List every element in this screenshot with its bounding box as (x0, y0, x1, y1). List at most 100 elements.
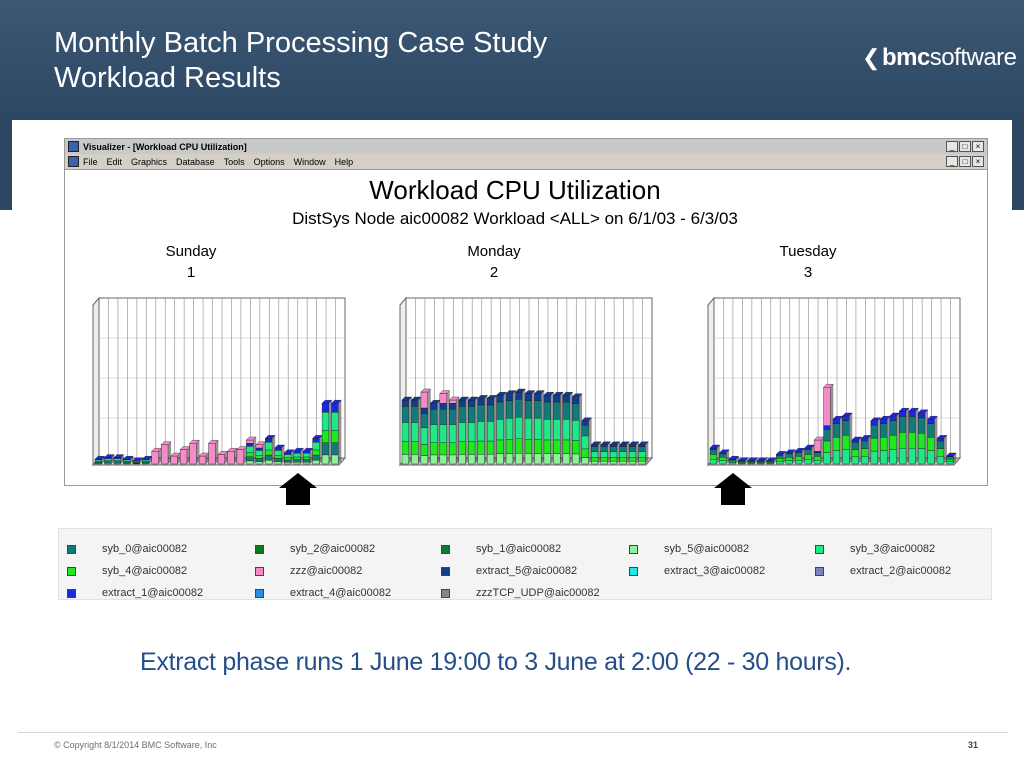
doc-close-button[interactable]: × (972, 156, 984, 167)
bar-segment (274, 450, 282, 456)
maximize-button[interactable]: □ (959, 141, 971, 152)
bar-segment (505, 418, 514, 440)
bar-segment (609, 451, 618, 458)
bar-segment (600, 460, 608, 465)
legend-item: syb_1@aic00082 (441, 541, 561, 557)
page-number: 31 (968, 740, 979, 750)
bar-segment (420, 391, 428, 409)
bar-segment (917, 417, 926, 434)
bar-segment (889, 415, 897, 422)
bar-segment (553, 453, 561, 465)
legend-label: zzz@aic00082 (290, 565, 363, 577)
bar-segment (265, 454, 273, 461)
legend-item: extract_2@aic00082 (815, 563, 951, 579)
bar-segment (813, 452, 822, 457)
legend-item: extract_4@aic00082 (255, 585, 391, 601)
menu-window[interactable]: Window (293, 156, 326, 167)
bar-segment (946, 461, 954, 465)
menu-file[interactable]: File (83, 156, 98, 167)
legend-item: syb_4@aic00082 (67, 563, 187, 579)
bar-segment (609, 460, 618, 465)
bar-segment (851, 439, 859, 443)
legend-swatch (67, 588, 76, 598)
bar-side (773, 457, 777, 464)
bar-side (588, 417, 592, 464)
doc-minimize-button[interactable]: _ (946, 156, 958, 167)
menu-tools[interactable]: Tools (223, 156, 245, 167)
legend-swatch (441, 588, 450, 598)
bar-side (820, 437, 824, 464)
bar-segment (284, 452, 292, 455)
bar-segment (274, 447, 282, 451)
bar-segment (534, 393, 542, 401)
bar-side (253, 437, 257, 464)
bar-segment (543, 419, 551, 441)
app-icon[interactable] (68, 141, 79, 152)
bar-segment (496, 401, 504, 420)
bar-segment (917, 448, 926, 465)
panel-sidewall (92, 296, 100, 467)
bar-segment (430, 402, 438, 410)
bar-segment (331, 412, 339, 431)
bar-segment (709, 447, 718, 450)
bar-segment (927, 450, 935, 465)
bar-segment (899, 416, 907, 433)
bar-segment (861, 438, 869, 442)
bar-segment (246, 446, 254, 453)
bar-segment (870, 450, 878, 465)
bar-side (196, 440, 200, 464)
panel-day-label: Tuesday (780, 243, 837, 260)
bar-side (437, 400, 441, 464)
bar-segment (524, 453, 533, 465)
menu-graphics[interactable]: Graphics (131, 156, 168, 167)
chart-subtitle: DistSys Node aic00082 Workload <ALL> on … (292, 209, 738, 228)
bar-segment (411, 454, 419, 465)
panel-day-index: 2 (490, 264, 498, 281)
bar-segment (284, 462, 292, 465)
minimize-button[interactable]: _ (946, 141, 958, 152)
bar-segment (832, 423, 841, 438)
legend-swatch (255, 566, 264, 576)
bar-side (868, 435, 872, 464)
bar-side (281, 445, 285, 464)
bar-side (338, 400, 342, 464)
bar-segment (534, 418, 542, 440)
menu-database[interactable]: Database (176, 156, 215, 167)
bar-segment (198, 455, 207, 465)
bar-segment (804, 454, 812, 460)
bar-side (569, 392, 573, 464)
bar-segment (880, 436, 888, 451)
bar-side (915, 408, 919, 464)
bar-segment (515, 453, 523, 465)
bar-segment (515, 416, 523, 439)
legend-swatch (629, 544, 638, 554)
bar-segment (804, 447, 812, 450)
bar-side (272, 435, 276, 464)
bar-top (113, 454, 125, 458)
bar-segment (880, 450, 888, 465)
bar-segment (628, 444, 637, 447)
bar-segment (255, 450, 263, 456)
document-icon[interactable] (68, 156, 79, 167)
legend-label: extract_1@aic00082 (102, 587, 204, 599)
legend-label: syb_3@aic00082 (850, 543, 936, 555)
bar-segment (562, 401, 570, 420)
panel-day-label: Monday (467, 243, 521, 260)
menu-options[interactable]: Options (253, 156, 285, 167)
bar-segment (265, 459, 273, 465)
window-titlebar[interactable]: Visualizer - [Workload CPU Utilization] … (65, 139, 987, 154)
bar-segment (785, 457, 793, 461)
menu-edit[interactable]: Edit (106, 156, 123, 167)
legend-item: extract_3@aic00082 (629, 563, 765, 579)
bar-segment (870, 437, 878, 452)
bar-segment (562, 394, 570, 403)
bar-segment (553, 419, 561, 441)
doc-maximize-button[interactable]: □ (959, 156, 971, 167)
bar-segment (142, 459, 150, 462)
menu-help[interactable]: Help (334, 156, 354, 167)
bar-segment (572, 403, 580, 421)
bar-side (493, 395, 497, 464)
legend-swatch (441, 566, 450, 576)
bar-segment (946, 456, 954, 460)
close-button[interactable]: × (972, 141, 984, 152)
